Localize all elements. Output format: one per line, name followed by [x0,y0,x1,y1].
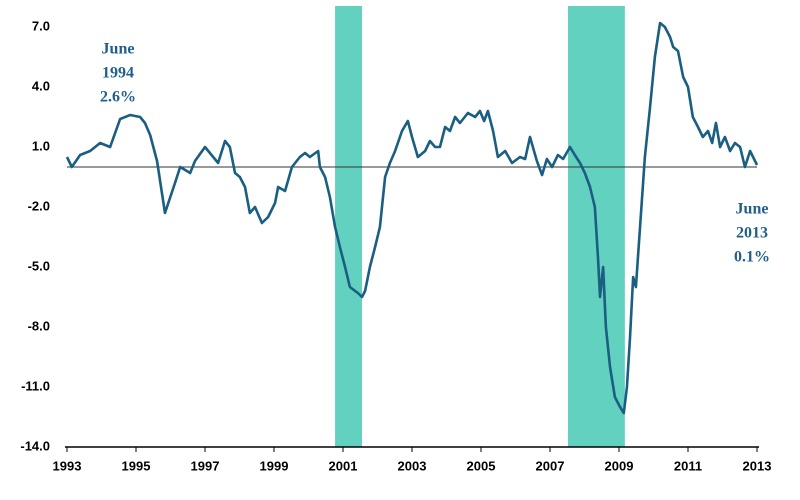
x-tick-label: 1995 [122,458,151,473]
recession-band [335,6,362,447]
y-tick-label: -14.0 [20,438,50,453]
x-tick-label: 2009 [605,458,634,473]
y-tick-label: -5.0 [28,258,50,273]
y-tick-label: 1.0 [32,138,50,153]
y-tick-label: 4.0 [32,78,50,93]
annotation: 0.1% [734,249,770,266]
x-tick-label: 2001 [329,458,358,473]
y-tick-label: -2.0 [28,198,50,213]
y-tick-label: -11.0 [21,378,50,393]
annotation: June [736,201,769,218]
x-tick-label: 2007 [536,458,565,473]
x-tick-label: 2003 [398,458,427,473]
data-line [65,21,759,415]
x-tick-label: 1997 [191,458,220,473]
x-tick-label: 2011 [674,458,702,473]
annotation: 1994 [102,65,134,82]
x-tick-label: 2005 [467,458,496,473]
x-tick-label: 1993 [53,458,82,473]
x-tick-label: 2013 [743,458,772,473]
x-tick-label: 1999 [260,458,289,473]
annotation: 2.6% [100,89,136,106]
y-tick-label: -8.0 [28,318,50,333]
y-tick-label: 7.0 [32,18,50,33]
annotation: 2013 [736,225,768,242]
annotation: June [102,41,135,58]
